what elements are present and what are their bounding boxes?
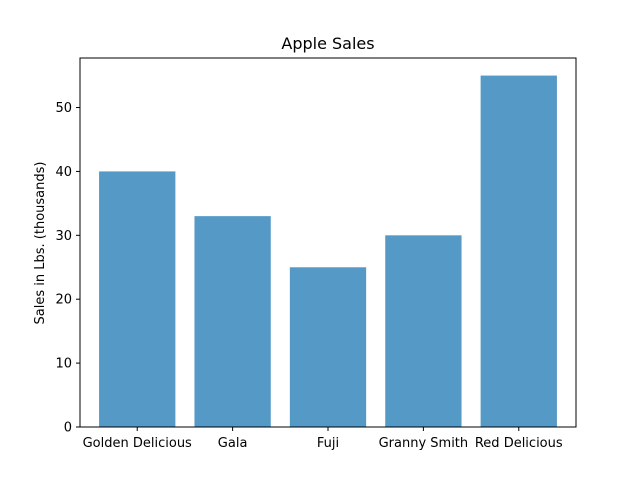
chart-title: Apple Sales bbox=[281, 34, 374, 53]
y-tick-label: 20 bbox=[55, 293, 72, 308]
x-ticks: Golden Delicious Gala Fuji Granny Smith Red … bbox=[83, 427, 563, 451]
y-tick-label: 0 bbox=[64, 421, 72, 436]
y-tick-label: 30 bbox=[55, 229, 72, 244]
y-ticks: 0 10 20 30 40 50 bbox=[55, 101, 80, 436]
plot-frame bbox=[79, 57, 577, 428]
x-tick-label: Red Delicious bbox=[475, 436, 563, 451]
y-axis-title: Sales in Lbs. (thousands) bbox=[33, 162, 48, 325]
bar-granny-smith bbox=[385, 235, 462, 427]
bar-fuji bbox=[289, 267, 367, 427]
y-tick-label: 40 bbox=[55, 165, 72, 180]
y-tick-label: 10 bbox=[55, 357, 72, 372]
bar-gala bbox=[194, 216, 271, 427]
bar-golden-delicious bbox=[99, 171, 176, 427]
x-tick-label: Golden Delicious bbox=[83, 436, 192, 451]
bars-layer bbox=[99, 75, 557, 428]
y-tick-label: 50 bbox=[55, 101, 72, 116]
x-tick-label: Gala bbox=[218, 436, 248, 451]
x-tick-label: Fuji bbox=[317, 436, 339, 451]
bar-red-delicious bbox=[480, 75, 557, 428]
x-tick-label: Granny Smith bbox=[379, 436, 469, 451]
